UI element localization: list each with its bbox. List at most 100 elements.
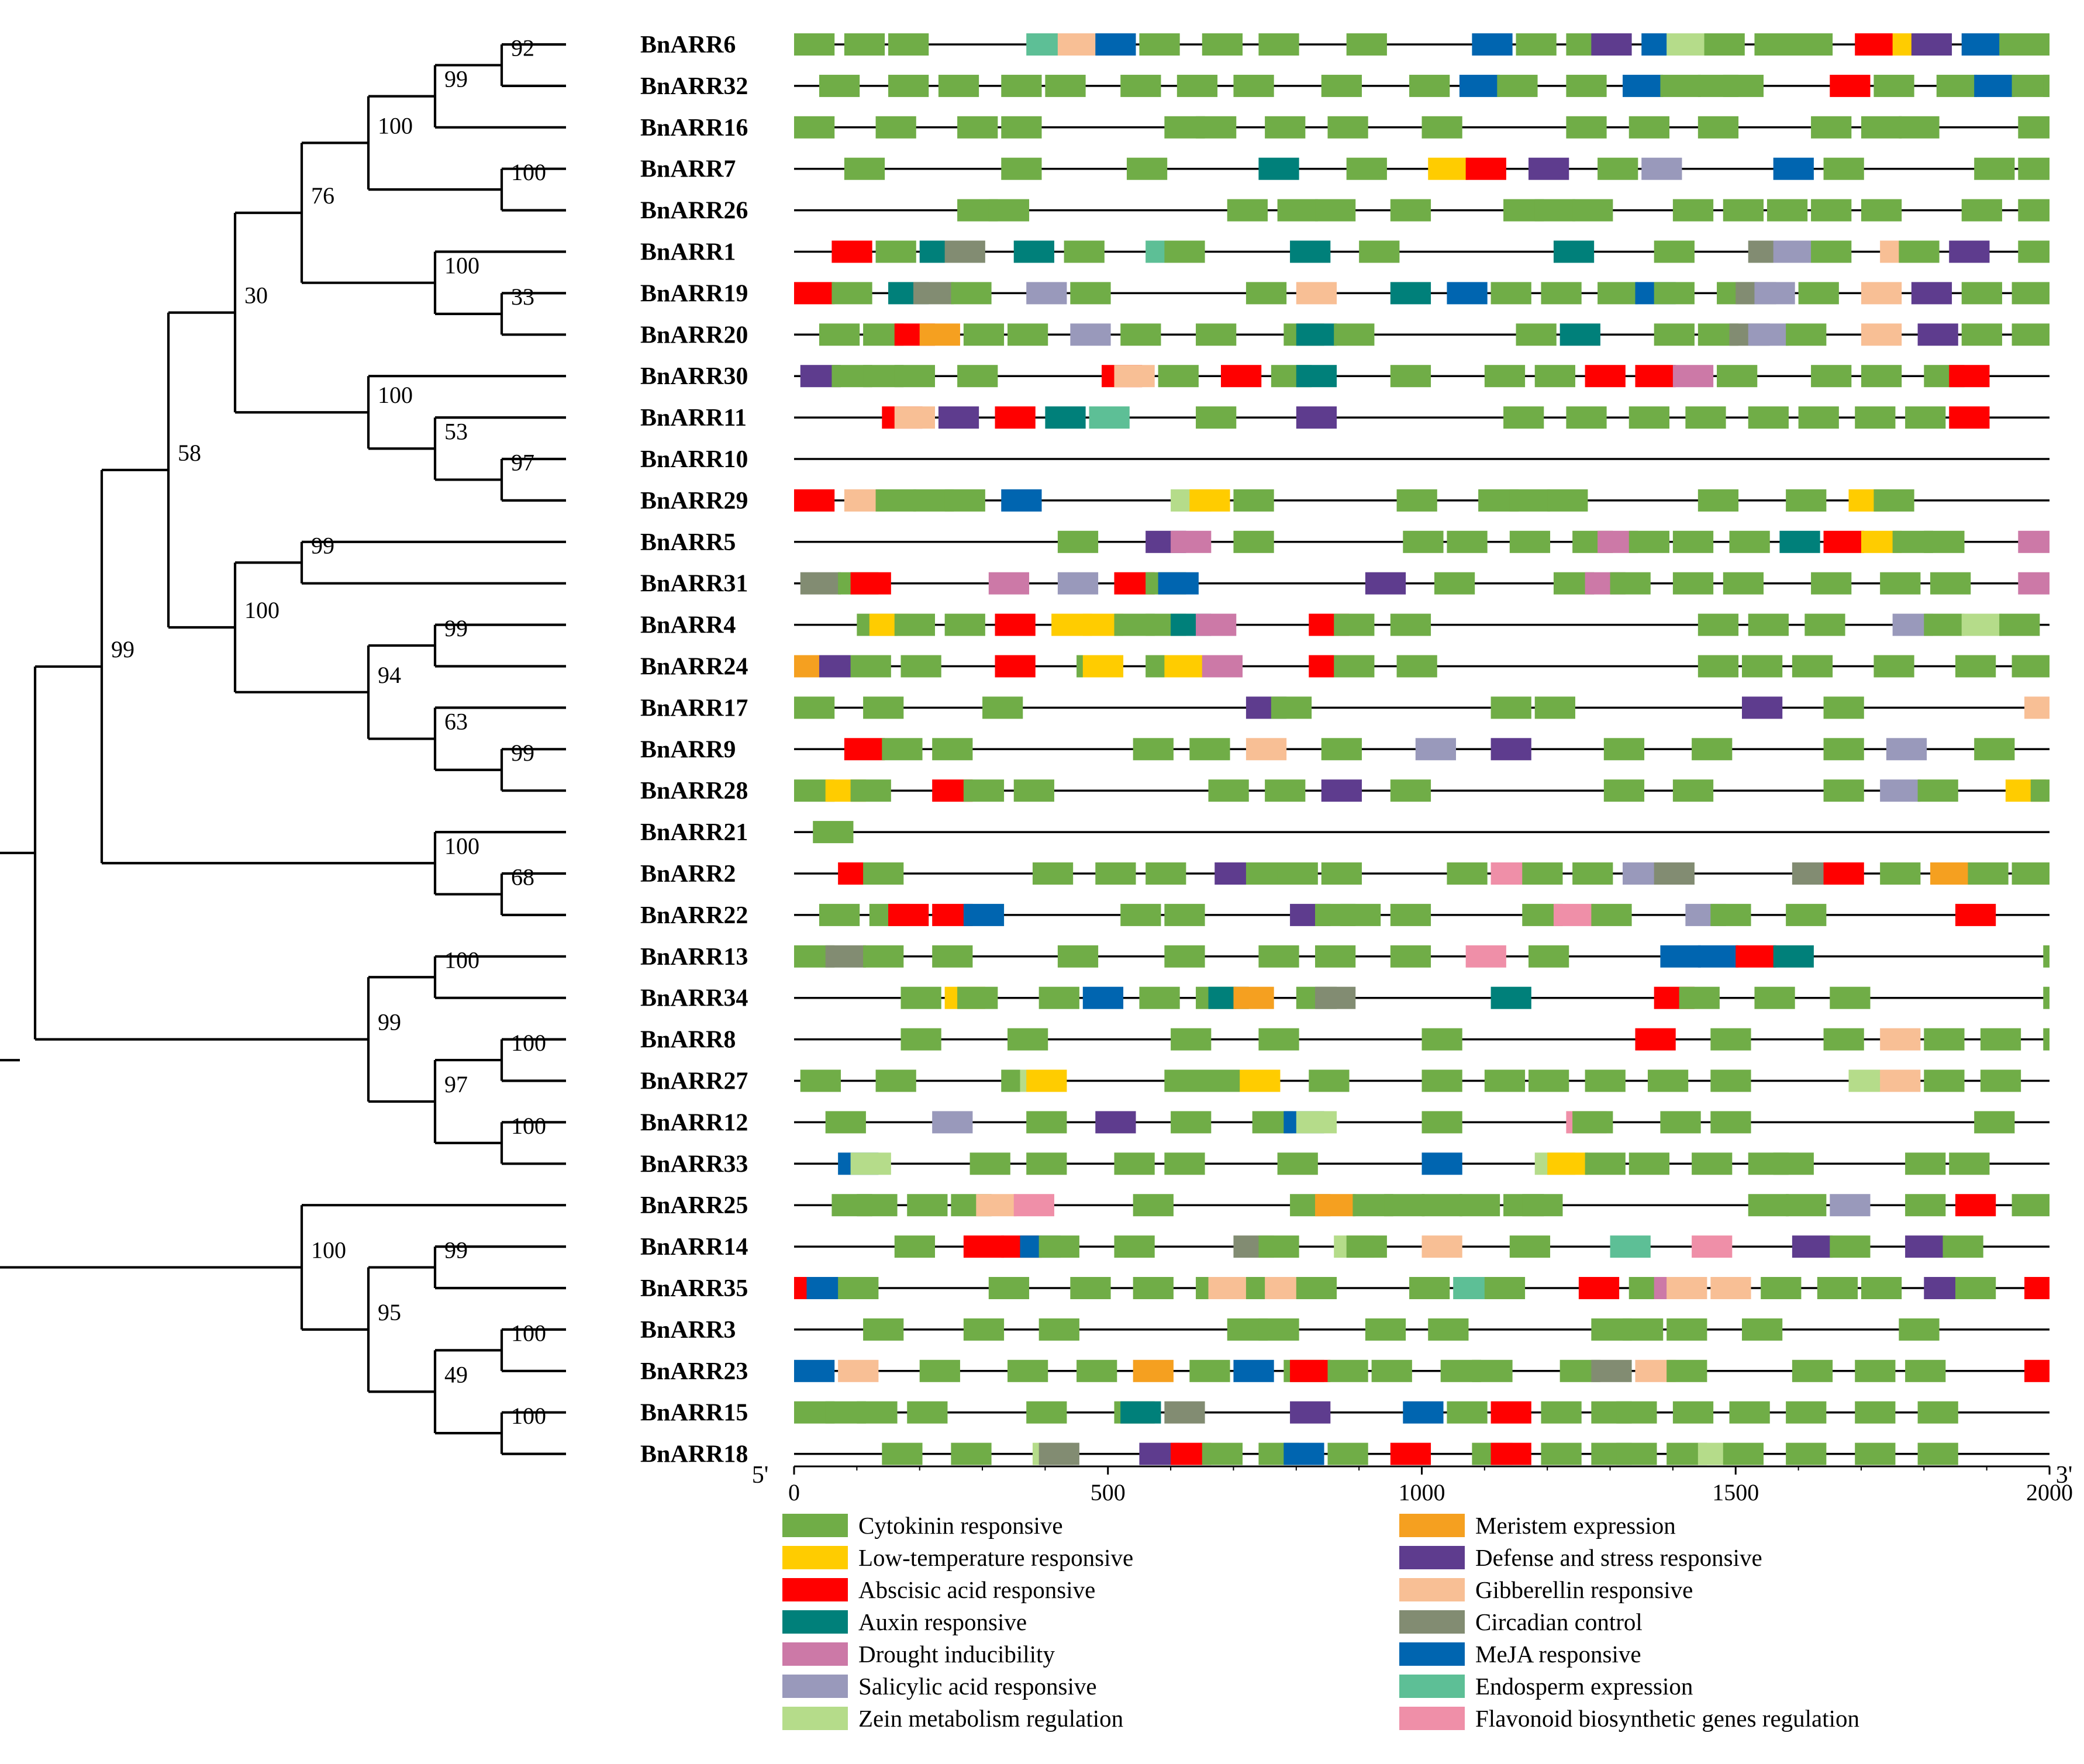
element-cyto-bnarr30-4 xyxy=(957,365,998,388)
element-cyto-bnarr9-11 xyxy=(1823,738,1864,761)
element-aux-bnarr20-13 xyxy=(1559,323,1600,346)
element-cyto-bnarr15-16 xyxy=(1729,1401,1770,1424)
element-cyto-bnarr3-6 xyxy=(1428,1318,1469,1341)
element-cyto-bnarr11-8 xyxy=(1503,406,1544,429)
gene-label-bnarr1: BnARR1 xyxy=(640,239,736,266)
element-aux-bnarr34-11 xyxy=(1490,986,1531,1009)
element-cyto-bnarr16-2 xyxy=(957,116,998,139)
element-cyto-bnarr30-18 xyxy=(1811,365,1852,388)
element-cyto-bnarr8-6 xyxy=(1710,1028,1751,1051)
element-cyto-bnarr22-5 xyxy=(1120,903,1161,926)
element-ga-bnarr20-19 xyxy=(1861,323,1902,346)
element-cyto-bnarr18-19 xyxy=(1786,1442,1827,1465)
element-cyto-bnarr17-8 xyxy=(1823,696,1864,719)
gene-label-bnarr23: BnARR23 xyxy=(640,1358,748,1385)
element-zein-bnarr33-1 xyxy=(850,1152,891,1175)
element-aba-bnarr25-19 xyxy=(1955,1194,1996,1217)
element-def-bnarr6-13 xyxy=(1591,33,1632,56)
element-cyto-bnarr8-1 xyxy=(1007,1028,1048,1051)
element-cyto-bnarr19-13 xyxy=(1597,282,1638,305)
element-cyto-bnarr26-10 xyxy=(1723,199,1764,222)
element-cyto-bnarr18-1 xyxy=(951,1442,992,1465)
element-aba-bnarr13-13 xyxy=(1735,945,1776,968)
element-meja-bnarr7-10 xyxy=(1773,157,1814,180)
element-cyto-bnarr23-17 xyxy=(1666,1359,1707,1382)
legend-label-lowt: Low-temperature responsive xyxy=(858,1544,1133,1571)
element-cyto-bnarr16-11 xyxy=(1697,116,1739,139)
element-cyto-bnarr30-7 xyxy=(1158,365,1199,388)
element-cyto-bnarr14-15 xyxy=(1830,1235,1871,1258)
element-cyto-bnarr15-2 xyxy=(857,1401,898,1424)
element-cyto-bnarr30-11 xyxy=(1390,365,1431,388)
element-cyto-bnarr29-12 xyxy=(1547,489,1588,512)
bootstrap-n_21g: 100 xyxy=(444,833,479,859)
element-circ-bnarr34-10 xyxy=(1315,986,1356,1009)
element-cyto-bnarr16-7 xyxy=(1327,116,1368,139)
element-ga-bnarr23-1 xyxy=(838,1359,879,1382)
element-zein-bnarr12-7 xyxy=(1296,1111,1337,1134)
element-cyto-bnarr2-20 xyxy=(2011,862,2050,885)
gene-label-bnarr25: BnARR25 xyxy=(640,1192,748,1219)
element-cyto-bnarr29-9 xyxy=(1396,489,1437,512)
element-drought-bnarr30-16 xyxy=(1672,365,1714,388)
element-cyto-bnarr3-2 xyxy=(1038,1318,1079,1341)
element-cyto-bnarr5-10 xyxy=(1672,530,1714,553)
element-cyto-bnarr29-14 xyxy=(1786,489,1827,512)
element-meja-bnarr33-7 xyxy=(1421,1152,1462,1175)
element-cyto-bnarr34-3 xyxy=(1038,986,1079,1009)
gene-label-bnarr3: BnARR3 xyxy=(640,1317,736,1344)
element-cyto-bnarr17-4 xyxy=(1271,696,1312,719)
element-cyto-bnarr25-14 xyxy=(1522,1194,1563,1217)
legend-swatch-circ xyxy=(1399,1610,1465,1634)
element-cyto-bnarr11-12 xyxy=(1748,406,1789,429)
element-cyto-bnarr6-16 xyxy=(1704,33,1745,56)
bootstrap-n_17g: 63 xyxy=(444,709,468,735)
element-cyto-bnarr18-0 xyxy=(882,1442,923,1465)
bootstrap-n_25g: 100 xyxy=(311,1237,346,1264)
element-cyto-bnarr25-11 xyxy=(1421,1194,1462,1217)
gene-label-bnarr28: BnARR28 xyxy=(640,778,748,805)
element-cyto-bnarr25-1 xyxy=(857,1194,898,1217)
element-cyto-bnarr1-1 xyxy=(875,240,916,263)
element-cyto-bnarr5-9 xyxy=(1628,530,1669,553)
element-aba-bnarr31-2 xyxy=(850,572,891,595)
element-endo-bnarr11-5 xyxy=(1089,406,1130,429)
element-circ-bnarr13-1 xyxy=(825,945,866,968)
element-aba-bnarr18-10 xyxy=(1390,1442,1431,1465)
element-cyto-bnarr34-5 xyxy=(1139,986,1180,1009)
element-cyto-bnarr2-19 xyxy=(1968,862,2009,885)
element-cyto-bnarr26-14 xyxy=(1961,199,2002,222)
element-cyto-bnarr6-17 xyxy=(1754,33,1795,56)
gene-label-bnarr13: BnARR13 xyxy=(640,944,748,971)
legend-label-ga: Gibberellin responsive xyxy=(1475,1576,1693,1603)
element-cyto-bnarr24-11 xyxy=(1334,655,1375,678)
element-cyto-bnarr23-19 xyxy=(1855,1359,1896,1382)
legend-label-flav: Flavonoid biosynthetic genes regulation xyxy=(1475,1705,1859,1732)
element-ga-bnarr25-4 xyxy=(976,1194,1017,1217)
element-lowt-bnarr7-5 xyxy=(1428,157,1469,180)
element-ga-bnarr11-1 xyxy=(894,406,936,429)
legend-swatch-sa xyxy=(782,1675,848,1698)
element-cyto-bnarr27-1 xyxy=(875,1069,916,1092)
element-def-bnarr15-8 xyxy=(1290,1401,1331,1424)
element-cyto-bnarr23-20 xyxy=(1905,1359,1946,1382)
element-lowt-bnarr24-6 xyxy=(1082,655,1124,678)
element-cyto-bnarr9-3 xyxy=(1133,738,1174,761)
element-cyto-bnarr23-18 xyxy=(1792,1359,1833,1382)
gene-label-bnarr34: BnARR34 xyxy=(640,985,748,1012)
element-cyto-bnarr13-10 xyxy=(1528,945,1569,968)
element-aba-bnarr22-2 xyxy=(888,903,929,926)
element-cyto-bnarr28-5 xyxy=(1013,779,1054,802)
element-cyto-bnarr19-4 xyxy=(951,282,992,305)
element-aba-bnarr22-17 xyxy=(1955,903,1996,926)
element-cyto-bnarr9-4 xyxy=(1189,738,1230,761)
legend-swatch-mer xyxy=(1399,1514,1465,1537)
element-cyto-bnarr26-11 xyxy=(1766,199,1808,222)
bootstrap-n_19_20: 33 xyxy=(511,284,534,310)
element-cyto-bnarr23-11 xyxy=(1371,1359,1412,1382)
element-cyto-bnarr32-19 xyxy=(1936,74,1978,97)
element-cyto-bnarr33-11 xyxy=(1628,1152,1669,1175)
element-cyto-bnarr25-20 xyxy=(2011,1194,2050,1217)
element-aux-bnarr1-10 xyxy=(1553,240,1595,263)
element-mer-bnarr34-8 xyxy=(1233,986,1274,1009)
